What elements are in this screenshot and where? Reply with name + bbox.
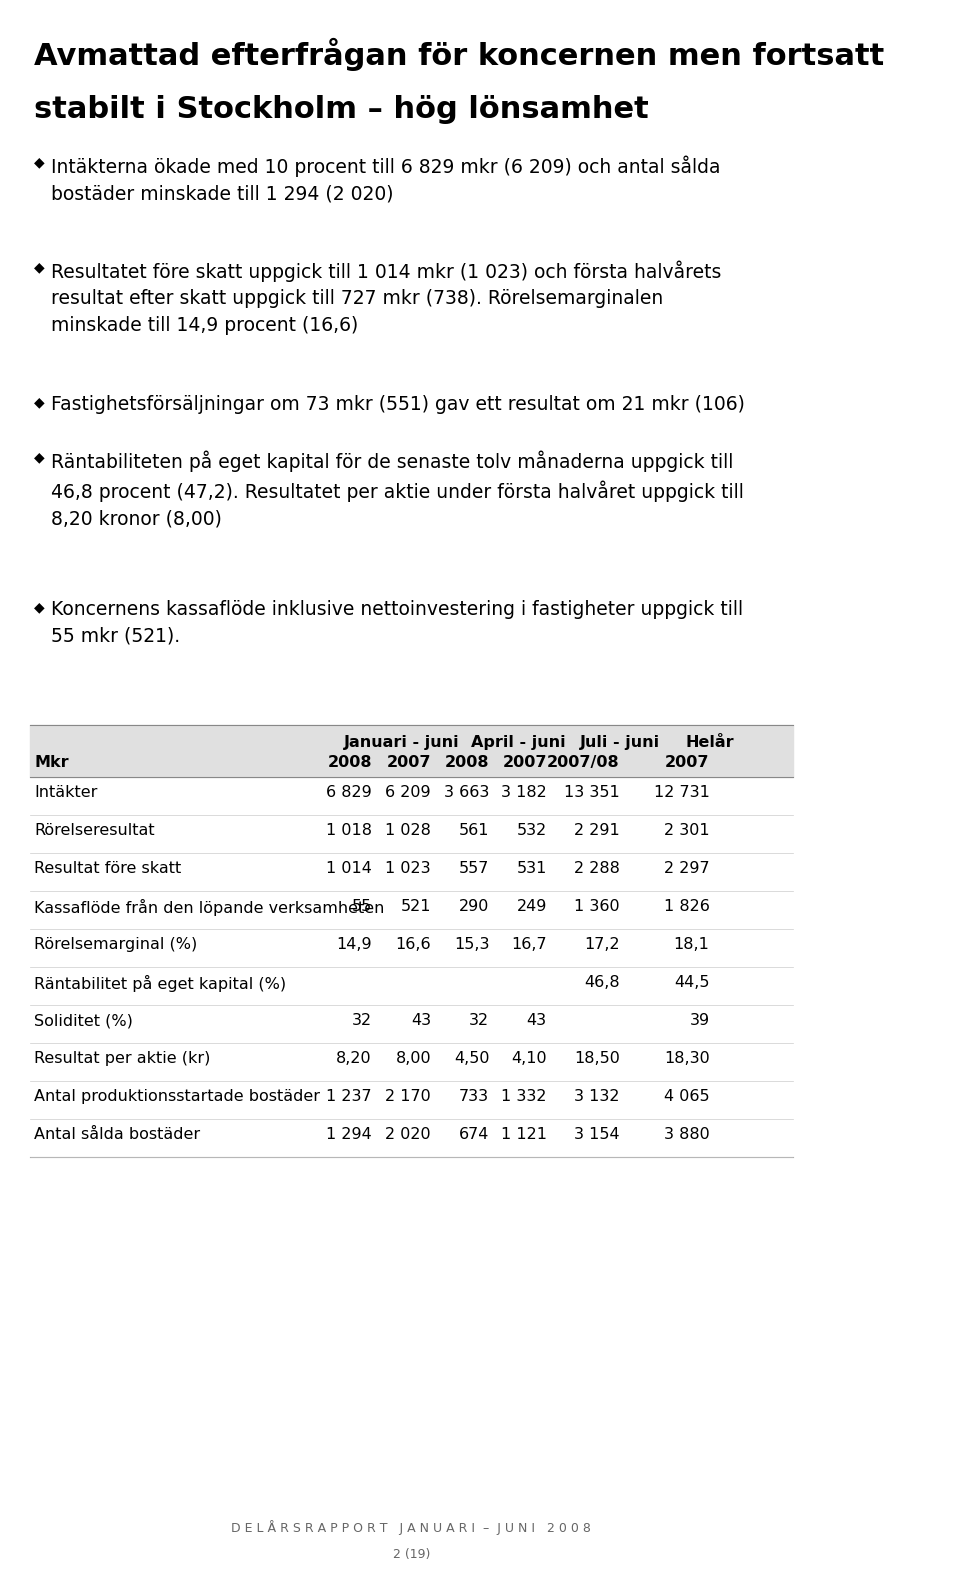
Text: 1 121: 1 121: [501, 1127, 547, 1143]
Text: 17,2: 17,2: [584, 938, 619, 952]
Text: 1 014: 1 014: [326, 860, 372, 876]
Text: 674: 674: [459, 1127, 490, 1143]
Text: 3 154: 3 154: [574, 1127, 619, 1143]
Text: Rörelseresultat: Rörelseresultat: [35, 823, 155, 838]
Text: 3 663: 3 663: [444, 785, 490, 801]
Text: 1 294: 1 294: [326, 1127, 372, 1143]
Text: Intäkterna ökade med 10 procent till 6 829 mkr (6 209) och antal sålda
bostäder : Intäkterna ökade med 10 procent till 6 8…: [52, 154, 721, 203]
Text: 2 301: 2 301: [664, 823, 709, 838]
Text: 6 829: 6 829: [326, 785, 372, 801]
Text: Helår: Helår: [685, 734, 734, 750]
Text: 521: 521: [400, 898, 431, 914]
Text: 532: 532: [516, 823, 547, 838]
Text: 3 182: 3 182: [501, 785, 547, 801]
Text: 2007: 2007: [665, 755, 709, 771]
Text: 8,20: 8,20: [336, 1051, 372, 1065]
Text: 2007/08: 2007/08: [547, 755, 619, 771]
Text: Fastighetsförsäljningar om 73 mkr (551) gav ett resultat om 21 mkr (106): Fastighetsförsäljningar om 73 mkr (551) …: [52, 396, 745, 414]
Text: April - juni: April - juni: [470, 734, 565, 750]
Text: 44,5: 44,5: [674, 976, 709, 990]
Text: Soliditet (%): Soliditet (%): [35, 1013, 133, 1028]
Text: 2007: 2007: [387, 755, 431, 771]
Text: 8,00: 8,00: [396, 1051, 431, 1065]
Text: Räntabiliteten på eget kapital för de senaste tolv månaderna uppgick till
46,8 p: Räntabiliteten på eget kapital för de se…: [52, 451, 744, 528]
Text: Januari - juni: Januari - juni: [344, 734, 459, 750]
Text: ◆: ◆: [35, 600, 45, 615]
Text: stabilt i Stockholm – hög lönsamhet: stabilt i Stockholm – hög lönsamhet: [35, 95, 649, 125]
Text: 18,1: 18,1: [674, 938, 709, 952]
Text: D E L Å R S R A P P O R T   J A N U A R I  –  J U N I   2 0 0 8: D E L Å R S R A P P O R T J A N U A R I …: [231, 1519, 591, 1535]
Text: 561: 561: [459, 823, 490, 838]
Text: 18,30: 18,30: [664, 1051, 709, 1065]
Text: 2 (19): 2 (19): [393, 1548, 430, 1560]
Text: Räntabilitet på eget kapital (%): Räntabilitet på eget kapital (%): [35, 976, 286, 991]
Text: Rörelsemarginal (%): Rörelsemarginal (%): [35, 938, 198, 952]
Text: 18,50: 18,50: [574, 1051, 619, 1065]
Text: 1 237: 1 237: [326, 1089, 372, 1105]
Text: 1 332: 1 332: [501, 1089, 547, 1105]
Text: ◆: ◆: [35, 260, 45, 274]
Text: 16,6: 16,6: [396, 938, 431, 952]
Text: 4 065: 4 065: [664, 1089, 709, 1105]
Text: 46,8: 46,8: [584, 976, 619, 990]
Text: ◆: ◆: [35, 451, 45, 463]
Text: 4,50: 4,50: [454, 1051, 490, 1065]
Text: 12 731: 12 731: [654, 785, 709, 801]
Text: 2008: 2008: [444, 755, 490, 771]
Text: Antal sålda bostäder: Antal sålda bostäder: [35, 1127, 201, 1143]
Text: 15,3: 15,3: [454, 938, 490, 952]
Text: 2007: 2007: [502, 755, 547, 771]
Text: 6 209: 6 209: [386, 785, 431, 801]
Text: 1 360: 1 360: [574, 898, 619, 914]
Text: 290: 290: [459, 898, 490, 914]
Text: 39: 39: [689, 1013, 709, 1028]
Text: 2 297: 2 297: [664, 860, 709, 876]
Text: Juli - juni: Juli - juni: [580, 734, 660, 750]
Text: Mkr: Mkr: [35, 755, 69, 771]
Text: 2008: 2008: [327, 755, 372, 771]
Text: Intäkter: Intäkter: [35, 785, 98, 801]
Text: Resultat före skatt: Resultat före skatt: [35, 860, 181, 876]
Text: 2 288: 2 288: [574, 860, 619, 876]
Text: 531: 531: [516, 860, 547, 876]
Text: Resultat per aktie (kr): Resultat per aktie (kr): [35, 1051, 210, 1065]
Text: ◆: ◆: [35, 154, 45, 169]
Text: 43: 43: [527, 1013, 547, 1028]
Text: 13 351: 13 351: [564, 785, 619, 801]
Text: Kassaflöde från den löpande verksamheten: Kassaflöde från den löpande verksamheten: [35, 898, 385, 916]
Bar: [30, 725, 793, 777]
Text: 14,9: 14,9: [336, 938, 372, 952]
Text: 1 826: 1 826: [663, 898, 709, 914]
Text: 1 018: 1 018: [326, 823, 372, 838]
Text: 55: 55: [351, 898, 372, 914]
Text: ◆: ◆: [35, 396, 45, 410]
Text: 733: 733: [459, 1089, 490, 1105]
Text: 249: 249: [516, 898, 547, 914]
Text: 3 132: 3 132: [574, 1089, 619, 1105]
Text: 2 020: 2 020: [386, 1127, 431, 1143]
Text: Antal produktionsstartade bostäder: Antal produktionsstartade bostäder: [35, 1089, 321, 1105]
Text: 1 023: 1 023: [386, 860, 431, 876]
Text: 3 880: 3 880: [664, 1127, 709, 1143]
Text: 16,7: 16,7: [511, 938, 547, 952]
Text: 32: 32: [351, 1013, 372, 1028]
Text: 32: 32: [469, 1013, 490, 1028]
Text: 557: 557: [459, 860, 490, 876]
Text: 43: 43: [411, 1013, 431, 1028]
Text: Koncernens kassaflöde inklusive nettoinvestering i fastigheter uppgick till
55 m: Koncernens kassaflöde inklusive nettoinv…: [52, 600, 744, 646]
Text: 1 028: 1 028: [385, 823, 431, 838]
Text: 4,10: 4,10: [511, 1051, 547, 1065]
Text: Avmattad efterfrågan för koncernen men fortsatt: Avmattad efterfrågan för koncernen men f…: [35, 38, 884, 71]
Text: 2 170: 2 170: [385, 1089, 431, 1105]
Text: 2 291: 2 291: [574, 823, 619, 838]
Text: Resultatet före skatt uppgick till 1 014 mkr (1 023) och första halvårets
result: Resultatet före skatt uppgick till 1 014…: [52, 260, 722, 334]
